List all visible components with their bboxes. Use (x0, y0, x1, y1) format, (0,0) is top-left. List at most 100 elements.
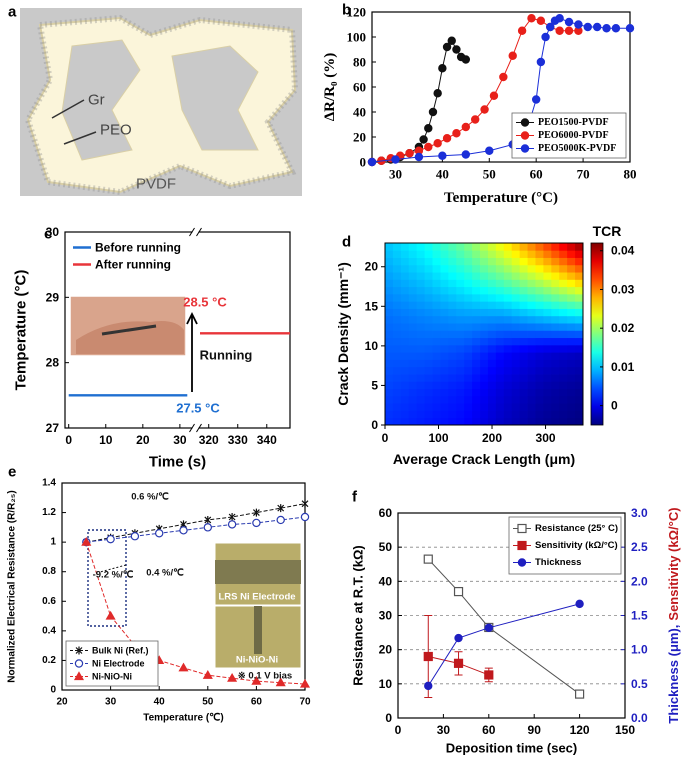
contour-cell (472, 330, 481, 339)
annotation: 0.4 %/℃ (146, 568, 184, 579)
series-line (427, 603, 580, 687)
contour-cell (440, 388, 449, 397)
contour-cell (551, 330, 560, 339)
axis-break-gap (192, 230, 199, 234)
contour-cell (400, 388, 410, 397)
contour-cell (392, 359, 402, 368)
marker (484, 623, 493, 633)
contour-cell (472, 395, 481, 404)
contour-cell (440, 330, 449, 339)
contour-cell (408, 374, 418, 382)
contour-cell (575, 250, 584, 258)
contour-cell (519, 403, 528, 411)
contour-cell (456, 272, 465, 280)
contour-cell (456, 417, 465, 426)
contour-cell (551, 381, 560, 389)
contour-cell (519, 264, 528, 273)
contour-cell (448, 272, 457, 280)
contour-cell (472, 344, 481, 353)
contour-cell (400, 366, 410, 375)
marker (277, 504, 285, 513)
marker (447, 36, 456, 45)
marker (299, 678, 311, 688)
contour-cell (495, 315, 505, 324)
legend-label: Sensitivity (kΩ/°C) (535, 540, 618, 551)
contour-cell (480, 264, 489, 273)
contour-cell (511, 293, 521, 302)
contour-cell (392, 272, 402, 280)
contour-cell (535, 403, 544, 411)
contour-cell (408, 403, 418, 411)
contour-cell (480, 366, 489, 375)
x-axis-label: Average Crack Length (μm) (393, 451, 575, 467)
contour-cell (567, 272, 576, 280)
contour-cell (519, 410, 528, 419)
marker (517, 523, 527, 534)
contour-cell (456, 286, 465, 295)
contour-cell (567, 403, 576, 411)
contour-cell (472, 308, 481, 317)
contour-cell (464, 279, 473, 288)
contour-cell (385, 374, 394, 382)
contour-cell (503, 395, 513, 404)
y-tick-label: 100 (347, 30, 367, 45)
contour-cell (495, 410, 505, 419)
contour-cell (527, 403, 536, 411)
contour-cell (551, 388, 560, 397)
x-tick-label: 330 (228, 433, 248, 447)
contour-cell (424, 417, 433, 426)
contour-cell (575, 315, 584, 324)
contour-cell (559, 279, 568, 288)
contour-cell (424, 257, 433, 266)
contour-cell (400, 243, 410, 251)
contour-cell (543, 272, 552, 280)
contour-cell (487, 337, 497, 346)
y-tick-label: 0.6 (42, 596, 56, 607)
contour-cell (385, 308, 394, 317)
contour-cell (559, 315, 568, 324)
contour-cell (480, 279, 489, 288)
contour-cell (503, 352, 513, 360)
marker (252, 518, 261, 528)
contour-cell (464, 395, 473, 404)
contour-cell (432, 315, 441, 324)
contour-cell (448, 388, 457, 397)
contour-cell (487, 250, 497, 258)
contour-cell (408, 308, 418, 317)
y-tick-label: 10 (365, 339, 379, 353)
y2-tick-label: 2.0 (631, 574, 648, 588)
arrow (51, 99, 85, 119)
marker (428, 107, 438, 117)
contour-cell (519, 374, 528, 382)
contour-cell (527, 323, 536, 331)
contour-cell (385, 250, 394, 258)
marker (517, 540, 527, 551)
contour-cell (400, 315, 410, 324)
contour-cell (511, 410, 521, 419)
contour-cell (495, 388, 505, 397)
contour-cell (551, 395, 560, 404)
marker (424, 142, 433, 152)
contour-cell (440, 293, 449, 302)
contour-cell (535, 366, 544, 375)
contour-cell (464, 330, 473, 339)
contour-cell (567, 381, 576, 389)
contour-cell (567, 337, 576, 346)
contour-cell (527, 250, 536, 258)
contour-cell (575, 381, 584, 389)
marker (453, 586, 464, 597)
contour-cell (408, 315, 418, 324)
contour-cell (440, 352, 449, 360)
contour-cell (511, 388, 521, 397)
contour-cell (503, 279, 513, 288)
colorbar-tick-label: 0.01 (611, 360, 635, 374)
contour-cell (400, 286, 410, 295)
contour-cell (511, 337, 521, 346)
contour-cell (487, 417, 497, 426)
contour-cell (559, 323, 568, 331)
marker (423, 651, 433, 662)
contour-cell (543, 410, 552, 419)
contour-cell (408, 344, 418, 353)
contour-cell (559, 272, 568, 280)
contour-cell (535, 374, 544, 382)
